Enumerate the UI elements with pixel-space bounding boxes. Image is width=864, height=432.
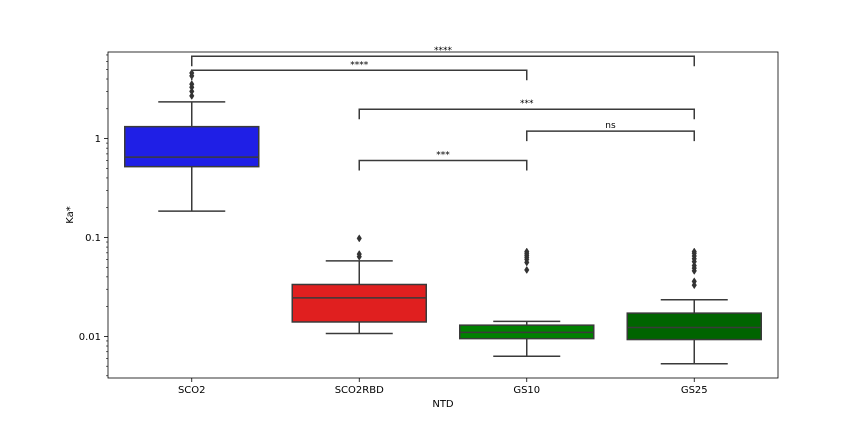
outlier-point: [356, 234, 362, 243]
outlier-point: [189, 87, 195, 96]
y-tick-label: 0.1: [85, 233, 101, 244]
x-tick-label: GS25: [681, 385, 708, 396]
y-tick-label: 0.01: [79, 332, 101, 343]
significance-bracket: [526, 130, 695, 142]
box-sco2rbd: [291, 283, 427, 323]
outlier-point: [691, 277, 697, 286]
x-tick-label: GS10: [513, 385, 540, 396]
significance-bracket: [358, 159, 528, 171]
significance-bracket: [191, 55, 695, 67]
outlier-point: [356, 250, 362, 259]
outlier-point: [691, 247, 697, 256]
x-tick-label: SCO2RBD: [335, 385, 384, 396]
outlier-point: [524, 265, 530, 275]
significance-label: ****: [350, 60, 369, 70]
outlier-point: [524, 247, 530, 256]
outlier-point: [189, 80, 195, 89]
y-axis-title: Ka*: [65, 206, 76, 224]
significance-bracket: [358, 108, 695, 120]
outlier-point: [189, 91, 195, 100]
significance-label: ns: [605, 121, 616, 131]
box-gs25: [626, 312, 762, 341]
significance-label: ***: [436, 151, 450, 161]
boxes-layer: [124, 68, 762, 365]
significance-label: ****: [434, 46, 453, 56]
x-tick-label: SCO2: [178, 385, 206, 396]
annotations-layer: ***********ns***: [191, 46, 695, 171]
y-tick-label: 1: [95, 134, 101, 145]
box-sco2: [124, 125, 260, 168]
axes-layer: 0.01 0.1 1 SCO2 SCO2RBD GS10 GS25: [79, 54, 708, 396]
significance-bracket: [191, 69, 528, 81]
x-axis-title: NTD: [432, 399, 454, 410]
significance-label: ***: [520, 99, 534, 109]
